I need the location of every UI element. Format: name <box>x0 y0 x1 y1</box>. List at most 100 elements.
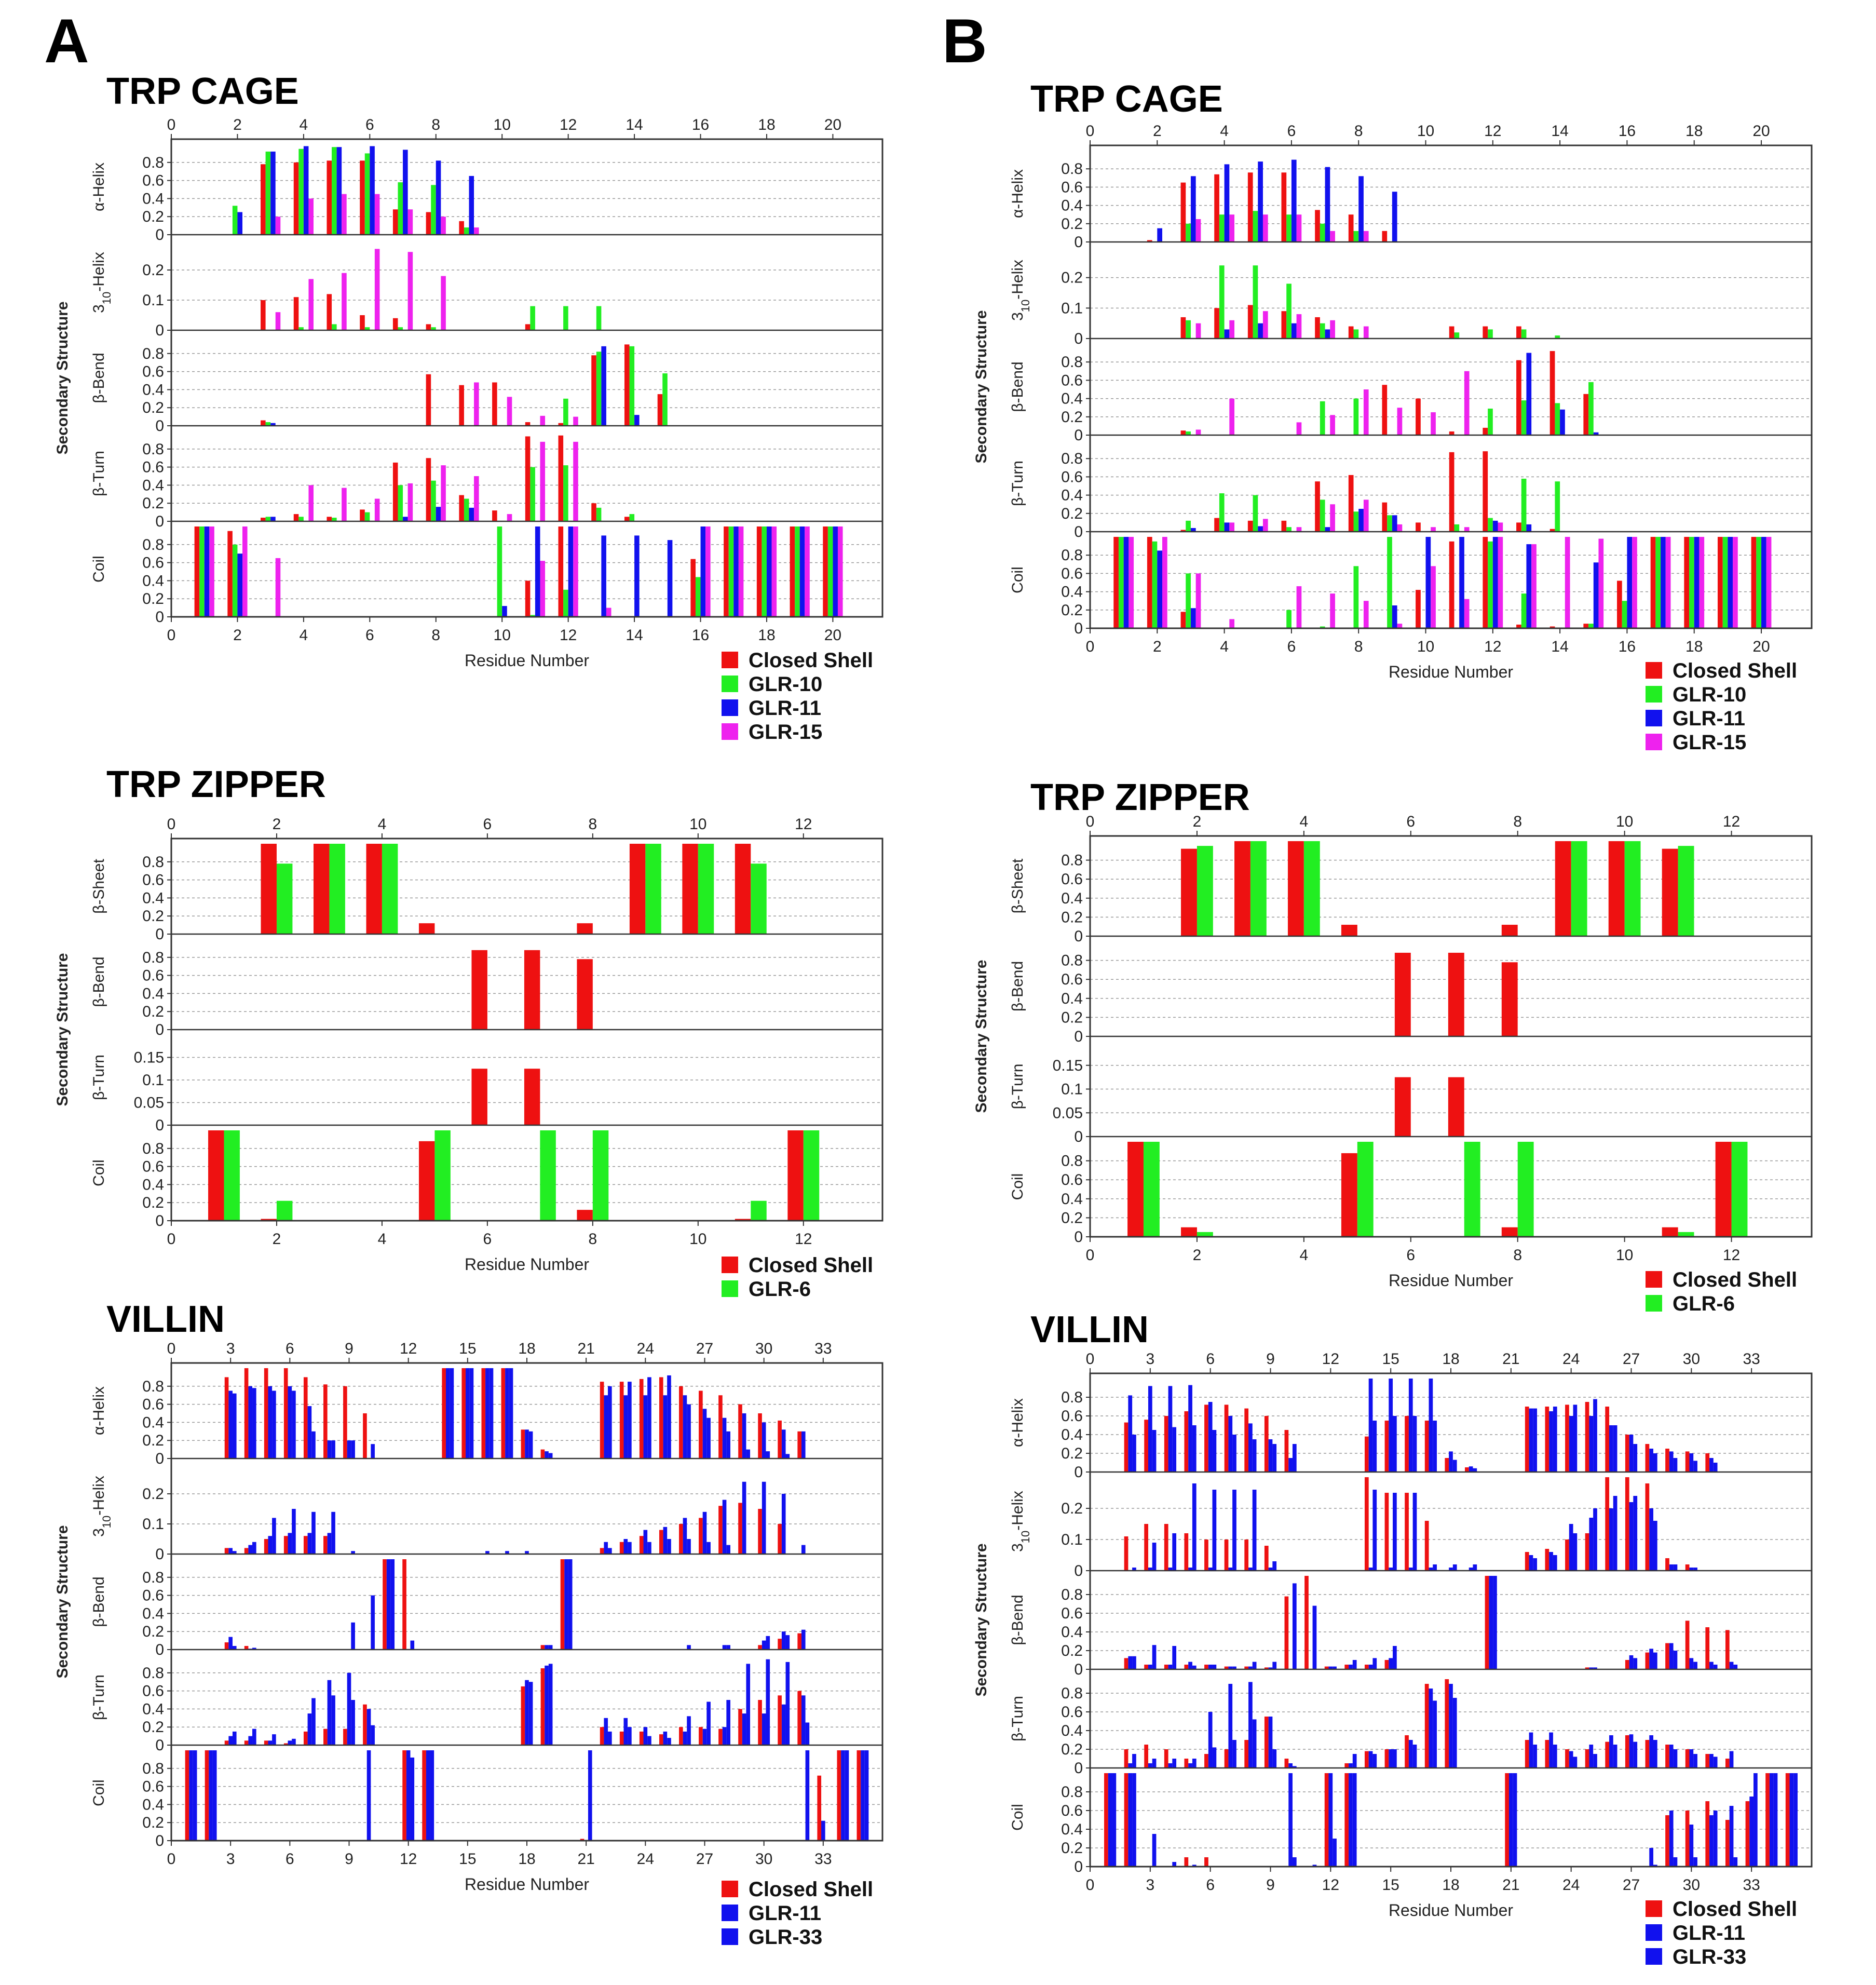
bar-bTurn-res23-glr-11 <box>1549 1732 1553 1768</box>
bar-coil-res10-glr-11 <box>502 606 507 617</box>
x-tick-label: 33 <box>1743 1876 1760 1894</box>
y-tick-label: 0.8 <box>1061 1586 1083 1603</box>
legend-entry: GLR-15 <box>749 721 822 744</box>
bar-bBend-res6-glr-33 <box>1212 1665 1217 1669</box>
bar-bTurn-res4-closed-shell <box>244 1740 249 1745</box>
bar-bBend-res3-glr-10 <box>265 422 271 426</box>
bar-h310-res24-glr-33 <box>647 1542 651 1554</box>
bar-h310-res14-glr-33 <box>1372 1490 1377 1571</box>
bar-bBend-res11-closed-shell <box>383 1559 387 1650</box>
bar-coil-res21-glr-33 <box>588 1750 592 1841</box>
bar-h310-res3-closed-shell <box>224 1548 229 1554</box>
bar-aH-res5-glr-10 <box>1253 211 1258 242</box>
bar-bTurn-res30-glr-11 <box>1689 1749 1694 1768</box>
bar-h310-res7-closed-shell <box>1315 317 1320 339</box>
x-tick-label: 15 <box>459 1851 476 1868</box>
bar-aH-res27-glr-33 <box>706 1417 711 1459</box>
bar-h310-res8-closed-shell <box>426 324 431 330</box>
top-x-tick-label: 10 <box>689 816 706 833</box>
y-tick-label: 0.1 <box>142 292 164 309</box>
bar-bTurn-res6-glr-11 <box>1208 1712 1213 1768</box>
bar-bBend-res4-glr-33 <box>1172 1646 1177 1669</box>
bar-bBend-res3-glr-11 <box>270 423 276 426</box>
bar-h310-res8-glr-10 <box>1353 329 1359 339</box>
top-x-tick-label: 18 <box>1685 123 1703 140</box>
y-tick-label: 0.8 <box>142 1140 164 1157</box>
bar-h310-res7-glr-15 <box>407 252 413 330</box>
bar-aH-res16-glr-11 <box>1408 1379 1413 1472</box>
bar-coil-res28-glr-33 <box>1653 1865 1657 1867</box>
y-tick-label: 0.2 <box>142 262 164 279</box>
x-tick-label: 27 <box>1623 1876 1640 1894</box>
bar-coil-res19-glr-11 <box>799 526 805 617</box>
bar-bTurn-res4-glr-33 <box>252 1729 256 1745</box>
bar-coil-res18-closed-shell <box>1684 537 1690 628</box>
bar-bBend-res7-closed-shell <box>1448 952 1464 1036</box>
y-tick-label: 0.4 <box>142 572 164 589</box>
bar-coil-res1-glr-10 <box>199 526 205 617</box>
bar-bTurn-res11-closed-shell <box>1449 452 1454 532</box>
bar-bBend-res15-glr-33 <box>1393 1646 1397 1669</box>
bar-aH-res22-glr-33 <box>1533 1408 1538 1472</box>
bar-h310-res4-closed-shell <box>1214 308 1219 339</box>
x-tick-label: 24 <box>1562 1876 1580 1894</box>
bar-bTurn-res3-glr-10 <box>265 517 271 521</box>
bar-h310-res22-closed-shell <box>1525 1552 1529 1571</box>
bar-bBend-res6-glr-11 <box>1208 1665 1213 1669</box>
y-tick-label: 0.6 <box>142 1396 164 1413</box>
y-tick-label: 0.6 <box>1061 468 1083 485</box>
bar-coil-res13-closed-shell <box>1516 624 1521 628</box>
top-x-tick-label: 4 <box>378 816 387 833</box>
bar-h310-res8-glr-33 <box>1252 1490 1257 1571</box>
bar-coil-res2-glr-33 <box>1132 1773 1136 1867</box>
bar-bTurn-res6-glr-10 <box>364 512 370 521</box>
top-x-tick-label: 30 <box>1683 1351 1700 1368</box>
bar-h310-res4-glr-15 <box>1229 320 1234 339</box>
chart-title: TRP ZIPPER <box>106 764 326 805</box>
bar-aH-res23-glr-33 <box>1553 1407 1557 1472</box>
bar-bBend-res14-closed-shell <box>1549 351 1555 435</box>
bar-coil-res21-closed-shell <box>580 1839 584 1841</box>
bar-bTurn-res30-closed-shell <box>758 1700 762 1745</box>
bar-aH-res16-glr-33 <box>1412 1416 1417 1472</box>
bar-aH-res27-glr-11 <box>702 1409 707 1459</box>
bar-coil-res14-closed-shell <box>1549 626 1555 628</box>
bar-bTurn-res3-glr-10 <box>1186 520 1191 532</box>
bar-bTurn-res4-glr-10 <box>1219 493 1225 532</box>
bar-h310-res25-closed-shell <box>1585 1533 1589 1571</box>
bar-bTurn-res10-glr-15 <box>1431 527 1436 532</box>
bar-aH-res3-glr-15 <box>1195 219 1201 242</box>
bar-coil-res19-glr-10 <box>1722 537 1728 628</box>
bar-coil-res1-glr-6 <box>1143 1142 1160 1237</box>
y-tick-label: 0.2 <box>1061 269 1083 287</box>
bar-bSheet-res10-closed-shell <box>682 844 698 934</box>
bar-bTurn-res7-closed-shell <box>303 1731 308 1745</box>
bar-bTurn-res14-closed-shell <box>1364 1751 1369 1768</box>
bar-coil-res34-glr-11 <box>841 1750 845 1841</box>
y-tick-label: 0 <box>155 609 164 626</box>
y-tick-label: 0.6 <box>1061 871 1083 888</box>
subplot-bBend: 00.20.40.60.8 β-Bend <box>1009 337 1812 444</box>
bar-aH-res19-glr-11 <box>545 1451 549 1459</box>
subplot-bTurn: 00.20.40.60.8 β-Turn <box>90 425 882 530</box>
bar-bBend-res31-glr-33 <box>1713 1665 1718 1669</box>
legend-swatch <box>722 1257 738 1273</box>
bar-aH-res5-glr-15 <box>342 194 347 235</box>
bar-h310-res30-glr-11 <box>1689 1568 1694 1571</box>
bar-bTurn-res4-glr-11 <box>248 1736 253 1745</box>
bar-aH-res6-glr-33 <box>292 1390 296 1459</box>
bar-coil-res35-glr-11 <box>861 1750 865 1841</box>
top-x-tick-label: 33 <box>1743 1351 1760 1368</box>
y-tick-label: 0.6 <box>142 1683 164 1700</box>
bar-bTurn-res25-glr-33 <box>667 1738 671 1745</box>
subplot-label-bTurn: β-Turn <box>1009 1064 1026 1110</box>
y-axis-label: Secondary Structure <box>54 301 71 454</box>
bar-coil-res2-closed-shell <box>227 531 233 617</box>
bar-bTurn-res28-glr-33 <box>726 1700 730 1745</box>
bar-bBend-res28-glr-11 <box>1649 1649 1653 1669</box>
bar-bTurn-res13-glr-10 <box>1521 478 1527 532</box>
bar-h310-res23-closed-shell <box>619 1542 624 1554</box>
bar-aH-res32-closed-shell <box>797 1431 801 1459</box>
top-x-tick-label: 6 <box>286 1340 294 1357</box>
x-tick-label: 27 <box>696 1851 713 1868</box>
